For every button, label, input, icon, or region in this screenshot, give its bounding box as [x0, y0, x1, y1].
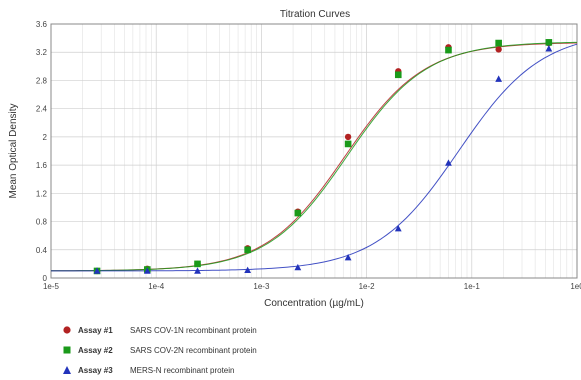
x-tick-label: 1e-1 [464, 282, 481, 291]
data-point [143, 267, 151, 274]
data-point [344, 253, 352, 261]
legend-item-assay-2: Assay #2 SARS COV-2N recombinant protein [62, 340, 257, 360]
y-tick-label: 3.2 [36, 48, 48, 57]
fit-curve [51, 43, 578, 272]
y-tick-label: 1.2 [36, 189, 48, 198]
legend-item-assay-1: Assay #1 SARS COV-1N recombinant protein [62, 320, 257, 340]
x-tick-label: 1e-3 [253, 282, 270, 291]
grid-major [50, 23, 578, 279]
data-point [495, 39, 502, 47]
data-point [394, 225, 402, 232]
data-point [244, 266, 252, 274]
x-tick-label: 1e0 [570, 282, 581, 291]
data-point [545, 45, 553, 52]
data-point [545, 39, 553, 46]
triangle-marker-icon [62, 365, 72, 375]
data-point [344, 133, 352, 141]
square-marker-icon [62, 345, 72, 355]
legend-item-assay-3: Assay #3 MERS-N recombinant protein [62, 360, 257, 380]
y-tick-label: 2.8 [36, 76, 48, 85]
y-axis-title: Mean Optical Density [8, 103, 19, 198]
fit-curves [50, 41, 578, 272]
x-tick-label: 1e-5 [43, 282, 60, 291]
fit-curve [50, 41, 578, 272]
y-tick-label: 2.4 [36, 105, 48, 114]
data-point [445, 159, 452, 166]
grid-minor [82, 24, 573, 278]
y-axis-ticks: 0 0.4 0.8 1.2 1.6 2 2.4 2.8 3.2 3.6 [36, 20, 48, 283]
legend-series-description: SARS COV-1N recombinant protein [130, 325, 257, 335]
data-points [93, 39, 553, 275]
y-tick-label: 0.4 [36, 246, 48, 255]
data-point [394, 71, 402, 79]
data-point [344, 140, 352, 148]
data-point [495, 75, 503, 82]
chart-title: Titration Curves [280, 9, 350, 20]
y-tick-label: 0.8 [36, 218, 48, 227]
data-point [495, 46, 502, 53]
x-axis-title: Concentration (µg/mL) [264, 298, 364, 309]
legend: Assay #1 SARS COV-1N recombinant protein… [62, 320, 257, 380]
data-point [194, 267, 201, 274]
y-tick-label: 0 [43, 274, 48, 283]
legend-series-name: Assay #3 [78, 365, 113, 375]
data-point [294, 209, 302, 217]
y-tick-label: 2 [43, 133, 48, 142]
circle-marker-icon [62, 325, 72, 335]
legend-series-description: MERS-N recombinant protein [130, 365, 235, 375]
data-point [445, 46, 452, 54]
data-point [93, 267, 101, 274]
x-axis-ticks: 1e-5 1e-4 1e-3 1e-2 1e-1 1e0 [43, 282, 581, 291]
legend-series-name: Assay #2 [78, 345, 113, 355]
plot-area [50, 23, 578, 279]
x-tick-label: 1e-4 [148, 282, 165, 291]
data-point [294, 263, 302, 271]
legend-series-description: SARS COV-2N recombinant protein [130, 345, 257, 355]
data-point [194, 260, 201, 268]
data-point [244, 246, 251, 254]
y-tick-label: 3.6 [36, 20, 48, 29]
x-tick-label: 1e-2 [359, 282, 376, 291]
legend-series-name: Assay #1 [78, 325, 113, 335]
y-tick-label: 1.6 [36, 161, 48, 170]
